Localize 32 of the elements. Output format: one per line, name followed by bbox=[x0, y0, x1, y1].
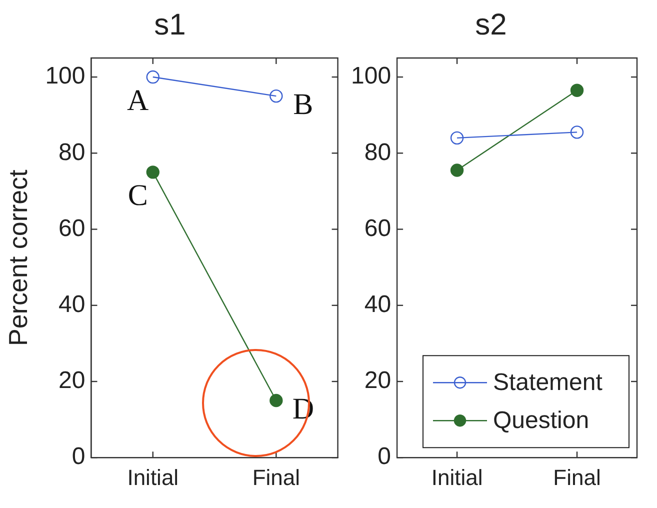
y-tick-label: 20 bbox=[364, 367, 392, 394]
y-tick-label: 40 bbox=[58, 290, 86, 318]
y-tick-label: 0 bbox=[72, 443, 86, 470]
x-tick-label: Initial bbox=[127, 464, 179, 490]
y-tick-label: 100 bbox=[45, 62, 86, 90]
point bbox=[146, 70, 160, 84]
point bbox=[270, 89, 283, 103]
legend-label: Statement bbox=[493, 369, 603, 396]
y-tick-label: 60 bbox=[364, 214, 392, 242]
x-tick-label: Initial bbox=[431, 464, 483, 490]
y-tick-label: 100 bbox=[350, 62, 392, 90]
y-tick-label: 20 bbox=[58, 367, 86, 394]
point bbox=[270, 394, 283, 408]
point bbox=[450, 164, 464, 177]
annotation: C bbox=[128, 179, 148, 212]
point bbox=[146, 166, 160, 179]
point bbox=[450, 131, 464, 145]
legend-label: Question bbox=[493, 407, 590, 434]
point bbox=[570, 84, 584, 97]
y-tick-label: 0 bbox=[378, 443, 392, 470]
y-tick-label: 80 bbox=[364, 138, 392, 166]
annotation: A bbox=[127, 84, 150, 117]
point bbox=[570, 126, 584, 139]
x-tick-label: Final bbox=[553, 464, 601, 490]
y-axis-title: Percent correct bbox=[2, 168, 33, 346]
y-tick-label: 40 bbox=[364, 290, 392, 318]
chart-title: s1 bbox=[154, 8, 186, 42]
y-tick-label: 80 bbox=[58, 138, 86, 166]
x-tick-label: Final bbox=[252, 464, 300, 490]
y-tick-label: 60 bbox=[58, 214, 86, 242]
annotation: B bbox=[293, 88, 314, 121]
chart-title: s2 bbox=[475, 8, 507, 42]
